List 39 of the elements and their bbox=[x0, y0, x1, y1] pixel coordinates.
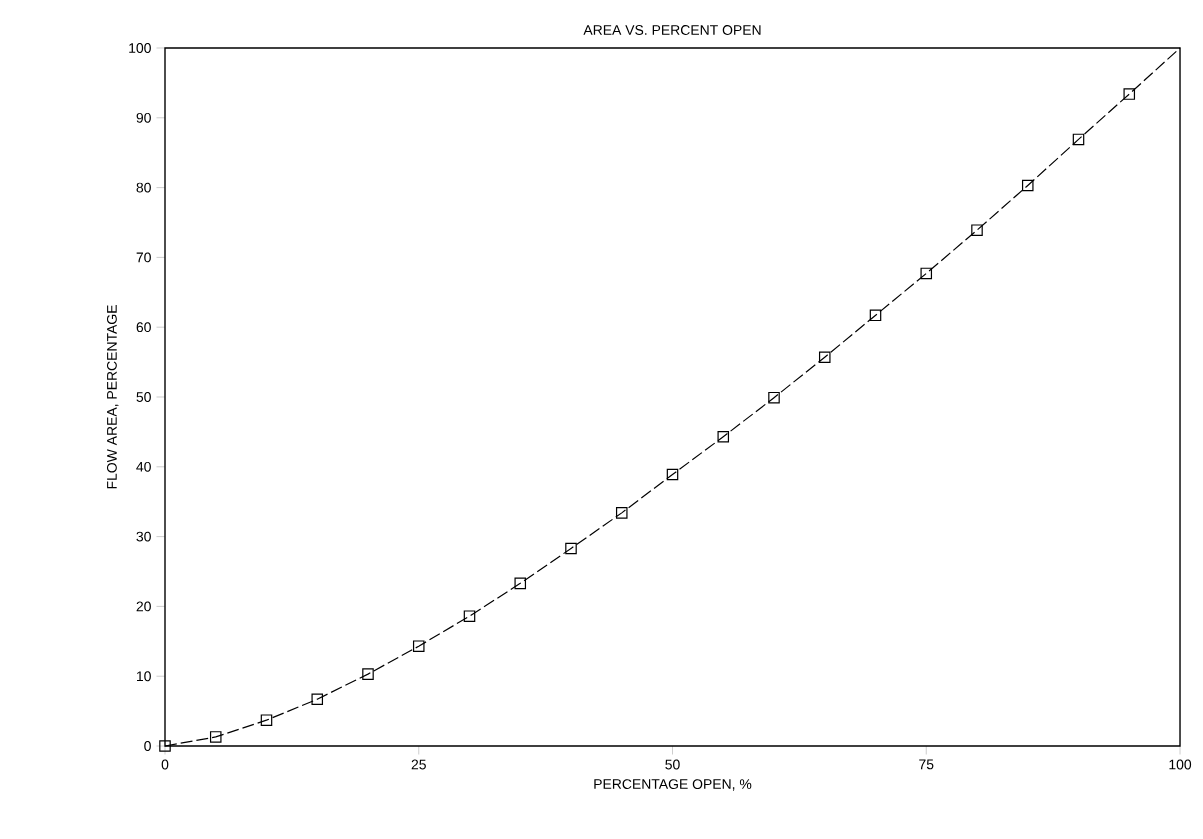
y-tick-label: 0 bbox=[144, 741, 151, 751]
point bbox=[514, 577, 527, 590]
x-tick-label: 0 bbox=[161, 759, 169, 770]
x-tick-label: 25 bbox=[411, 759, 426, 770]
y-tick-label: 50 bbox=[136, 392, 151, 402]
point bbox=[1123, 88, 1136, 100]
y-tick-label: 30 bbox=[136, 531, 151, 542]
point bbox=[1021, 179, 1034, 192]
point bbox=[260, 714, 273, 726]
point bbox=[362, 668, 374, 680]
y-axis-title: FLOW AREA, PERCENTAGE bbox=[106, 305, 119, 489]
point bbox=[159, 740, 171, 752]
y-tick-label: 40 bbox=[136, 461, 151, 472]
point bbox=[615, 507, 628, 519]
point bbox=[818, 351, 831, 363]
y-tick-label: 100 bbox=[129, 43, 151, 53]
point bbox=[412, 640, 425, 652]
chart-title: AREA VS. PERCENT OPEN bbox=[583, 25, 761, 35]
x-tick-label: 50 bbox=[665, 759, 680, 770]
y-tick-label: 60 bbox=[136, 322, 151, 333]
point bbox=[463, 610, 476, 622]
x-tick-label: 100 bbox=[1169, 759, 1192, 770]
point bbox=[565, 542, 577, 555]
y-tick-label: 70 bbox=[136, 252, 151, 263]
point bbox=[311, 693, 324, 706]
y-tick-label: 90 bbox=[136, 112, 151, 123]
y-tick-label: 80 bbox=[136, 182, 151, 193]
point bbox=[768, 391, 780, 404]
x-axis-title: PERCENTAGE OPEN, % bbox=[594, 779, 752, 791]
y-tick-label: 10 bbox=[137, 671, 151, 682]
point bbox=[920, 267, 933, 280]
point bbox=[1072, 133, 1085, 146]
point bbox=[717, 431, 730, 443]
point bbox=[209, 731, 222, 743]
point bbox=[971, 224, 983, 236]
y-tick-label: 20 bbox=[136, 601, 151, 612]
point bbox=[869, 309, 882, 322]
point bbox=[666, 468, 679, 481]
x-tick-label: 75 bbox=[919, 759, 934, 770]
